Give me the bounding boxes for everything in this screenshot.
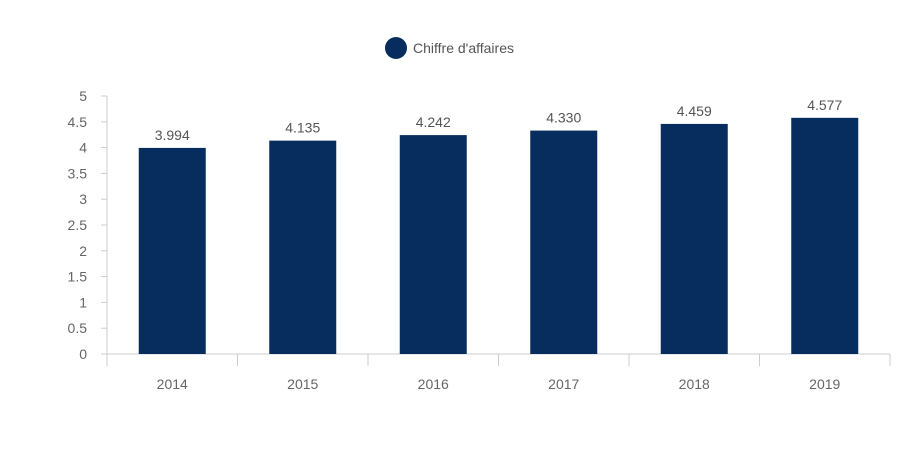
x-tick-label-2014: 2014 bbox=[157, 376, 188, 392]
legend[interactable]: Chiffre d'affaires bbox=[385, 37, 514, 59]
y-tick-label: 4 bbox=[79, 140, 87, 156]
y-tick-label: 2 bbox=[79, 243, 87, 259]
bar-2018[interactable] bbox=[660, 123, 728, 354]
bar-2017[interactable] bbox=[530, 130, 598, 354]
legend-swatch bbox=[385, 37, 407, 59]
y-tick-label: 2.5 bbox=[68, 217, 88, 233]
bar-2014[interactable] bbox=[138, 147, 206, 354]
y-tick-label: 0 bbox=[79, 346, 87, 362]
y-tick-label: 0.5 bbox=[68, 320, 88, 336]
y-tick-label: 1 bbox=[79, 294, 87, 310]
bar-2016[interactable] bbox=[399, 135, 467, 354]
bar-2015[interactable] bbox=[269, 140, 337, 354]
data-label-2017: 4.330 bbox=[546, 110, 581, 126]
data-label-2014: 3.994 bbox=[155, 127, 190, 143]
x-tick-label-2015: 2015 bbox=[287, 376, 318, 392]
y-tick-label: 5 bbox=[79, 88, 87, 104]
x-tick-label-2019: 2019 bbox=[809, 376, 840, 392]
axes bbox=[101, 96, 890, 355]
y-tick-label: 3 bbox=[79, 191, 87, 207]
y-axis-ticks: 0 0.5 1 1.5 2 2.5 3 3.5 4 4.5 5 bbox=[68, 88, 107, 362]
data-label-2019: 4.577 bbox=[807, 97, 842, 113]
bars: 3.994 4.135 4.242 4.330 4.459 4.577 bbox=[138, 97, 859, 354]
y-tick-label: 1.5 bbox=[68, 269, 88, 285]
data-label-2016: 4.242 bbox=[416, 114, 451, 130]
data-label-2018: 4.459 bbox=[677, 103, 712, 119]
y-tick-label: 4.5 bbox=[68, 114, 88, 130]
x-tick-label-2017: 2017 bbox=[548, 376, 579, 392]
bar-2019[interactable] bbox=[791, 117, 859, 354]
x-tick-label-2016: 2016 bbox=[418, 376, 449, 392]
data-label-2015: 4.135 bbox=[285, 120, 320, 136]
x-tick-label-2018: 2018 bbox=[679, 376, 710, 392]
x-axis-labels: 2014 2015 2016 2017 2018 2019 bbox=[106, 354, 891, 392]
y-tick-label: 3.5 bbox=[68, 165, 88, 181]
legend-label: Chiffre d'affaires bbox=[413, 40, 514, 56]
